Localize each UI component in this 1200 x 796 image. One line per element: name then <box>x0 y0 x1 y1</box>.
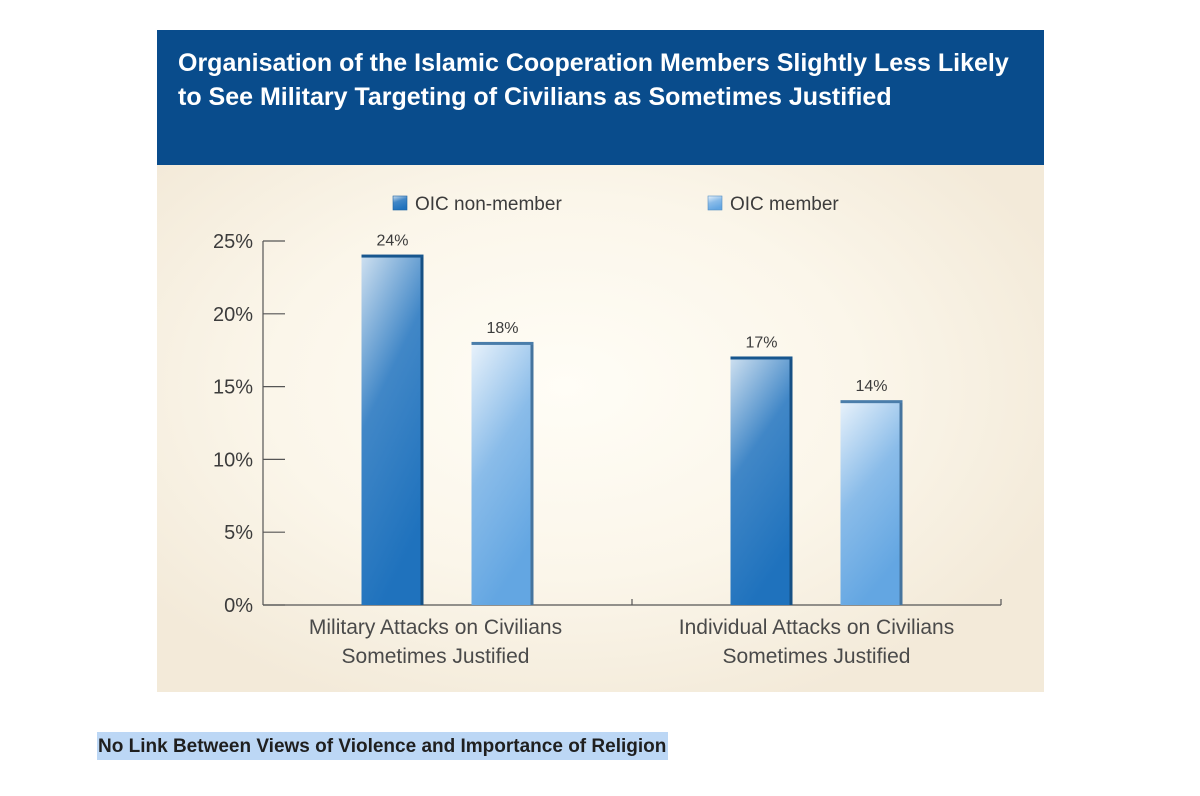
bar-1-1 <box>840 401 900 605</box>
bar-side-1-1 <box>898 401 903 605</box>
data-label-0-1: 17% <box>745 334 777 351</box>
chart-card: Organisation of the Islamic Cooperation … <box>157 30 1044 692</box>
category-label-0-1: Sometimes Justified <box>342 645 530 668</box>
data-label-0-0: 24% <box>376 233 408 250</box>
legend-label-0: OIC non-member <box>415 194 562 215</box>
bar-chart: OIC non-member OIC member 0% 5% 10% 15% 20% 25%… <box>213 194 1002 668</box>
bar-side-0-0 <box>419 255 424 605</box>
legend-swatch-0 <box>392 195 408 211</box>
chart-header: Organisation of the Islamic Cooperation … <box>157 30 1044 165</box>
y-tick-label-4: 20% <box>213 304 253 326</box>
category-label-1-1: Sometimes Justified <box>723 645 911 668</box>
bar-0-1 <box>730 357 790 605</box>
bar-side-1-0 <box>529 342 534 605</box>
section-heading: No Link Between Views of Violence and Im… <box>97 732 669 760</box>
data-label-1-0: 18% <box>486 320 518 337</box>
y-tick-label-1: 5% <box>224 522 253 544</box>
category-label-0-0: Military Attacks on Civilians <box>309 616 562 639</box>
y-tick-label-3: 15% <box>213 377 253 399</box>
y-tick-label-2: 10% <box>213 449 253 471</box>
bar-top-1-1 <box>840 400 903 404</box>
y-tick-label-0: 0% <box>224 595 253 617</box>
legend-swatch-1 <box>707 195 723 211</box>
chart-title: Organisation of the Islamic Cooperation … <box>178 49 1009 111</box>
bar-top-1-0 <box>471 341 534 345</box>
bar-top-0-1 <box>730 356 793 360</box>
category-label-1-0: Individual Attacks on Civilians <box>679 616 954 639</box>
bar-side-0-1 <box>788 357 793 605</box>
plot-area: OIC non-member OIC member 0% 5% 10% 15% 20% 25%… <box>157 165 1044 692</box>
bar-0-0 <box>361 255 421 605</box>
data-label-1-1: 14% <box>855 378 887 395</box>
bar-1-0 <box>471 342 531 605</box>
legend-label-1: OIC member <box>730 194 839 215</box>
y-tick-label-5: 25% <box>213 231 253 253</box>
bar-top-0-0 <box>361 254 424 258</box>
